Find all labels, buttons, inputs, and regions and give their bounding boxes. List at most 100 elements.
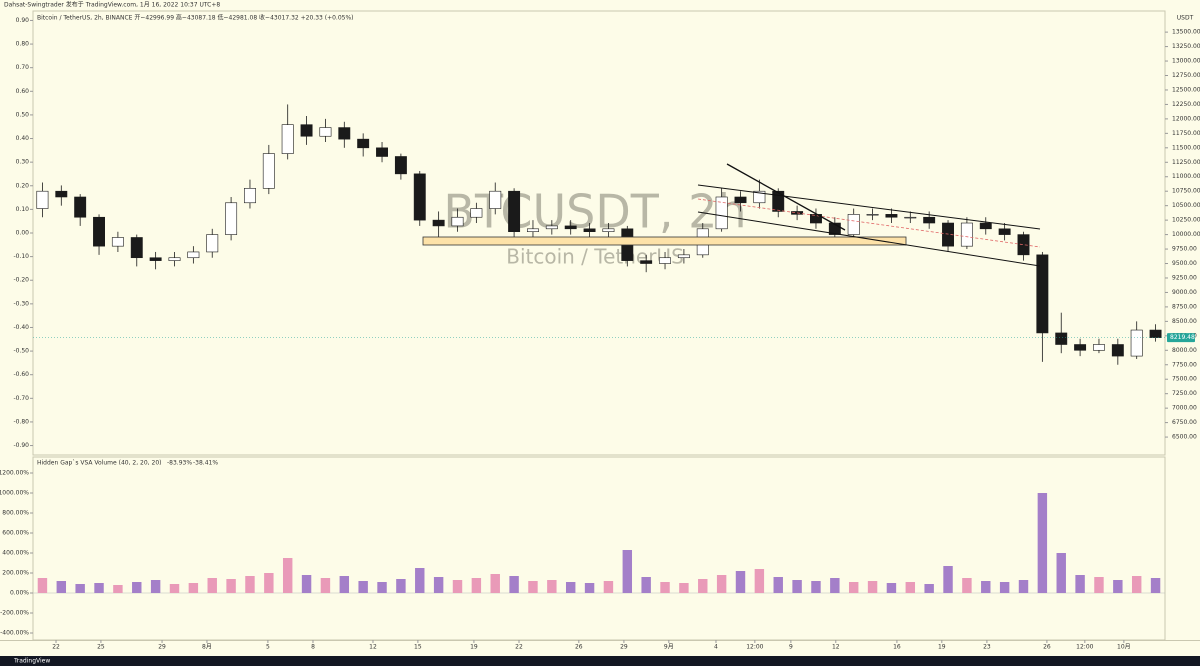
x-tick-label: 19: [470, 644, 478, 651]
y-tick-label: 12750.00: [1172, 72, 1200, 79]
y2-tick-label: 0.90: [16, 17, 30, 24]
y-tick-label: 9500.00: [1172, 260, 1197, 267]
candle-body: [489, 190, 502, 209]
volume-bar: [169, 584, 180, 593]
volume-bar: [603, 581, 614, 593]
candle-body: [828, 222, 841, 235]
candle-body: [111, 237, 124, 247]
indicator-tick-label: 0.00%: [10, 590, 29, 597]
volume-bar: [339, 576, 350, 593]
volume-bar: [1037, 493, 1048, 593]
candle-body: [225, 202, 238, 235]
volume-bar: [1131, 576, 1142, 593]
candle-body: [55, 190, 68, 198]
volume-bar: [773, 577, 783, 593]
x-tick-label: 23: [983, 644, 991, 651]
volume-bar: [811, 581, 821, 593]
volume-bar: [37, 578, 48, 593]
volume-bar: [528, 581, 538, 593]
x-tick-label: 10月: [1117, 644, 1131, 651]
y2-tick-label: -0.50: [13, 348, 29, 355]
volume-bar: [999, 582, 1010, 593]
y2-tick-label: 0.10: [16, 206, 30, 213]
y-tick-label: 8750.00: [1172, 303, 1197, 310]
last-price-label: 8219.48: [1170, 334, 1195, 341]
volume-bar: [396, 579, 406, 593]
indicator-tick-label: 200.00%: [2, 570, 29, 577]
volume-bar: [1056, 553, 1066, 593]
indicator-tick-label: 1200.00%: [0, 470, 29, 477]
candle-body: [715, 196, 728, 230]
candle-body: [942, 222, 954, 247]
volume-bar: [962, 578, 972, 593]
indicator-tick-label: 800.00%: [2, 510, 29, 517]
candle-body: [979, 222, 992, 230]
candle-body: [281, 124, 294, 154]
y2-tick-label: 0.40: [16, 135, 30, 142]
volume-bar: [509, 576, 519, 593]
candle-body: [1036, 254, 1049, 334]
y-tick-label: 12250.00: [1172, 101, 1200, 108]
candle-body: [470, 208, 483, 218]
channel-lower: [697, 211, 1041, 267]
volume-bar: [981, 581, 991, 593]
candle-body: [432, 219, 445, 227]
y-tick-label: 6500.00: [1172, 434, 1197, 441]
candle-body: [36, 190, 49, 209]
candle-body: [319, 127, 332, 137]
candle-body: [1130, 329, 1143, 357]
volume-bar: [792, 580, 802, 593]
y-tick-label: 11500.00: [1172, 144, 1200, 151]
y2-tick-label: -0.80: [13, 418, 29, 425]
volume-bar: [622, 550, 633, 593]
x-tick-label: 9月: [664, 644, 674, 651]
volume-bar: [377, 582, 387, 593]
y-tick-label: 10000.00: [1172, 231, 1200, 238]
x-tick-label: 12:00: [746, 644, 763, 651]
trend-line: [726, 163, 846, 231]
candle-body: [508, 190, 521, 232]
drawings: [422, 163, 1041, 267]
candle-body: [300, 124, 313, 137]
volume-bar: [1018, 580, 1029, 593]
y-tick-label: 7000.00: [1172, 405, 1197, 412]
x-tick-label: 8: [311, 644, 315, 651]
candle-body: [866, 214, 879, 216]
y-tick-label: 10500.00: [1172, 202, 1200, 209]
volume-bar: [679, 583, 689, 593]
volume-bar: [471, 578, 482, 593]
candle-body: [772, 190, 785, 212]
header: Dahsat-Swingtrader 发布于 TradingView.com, …: [4, 1, 220, 9]
y2-tick-label: -0.20: [13, 277, 29, 284]
x-tick-label: 12:00: [1076, 644, 1093, 651]
last-price-box: [1167, 333, 1195, 343]
volume-bar: [848, 582, 859, 593]
x-tick-label: 29: [620, 644, 628, 651]
footer: TradingView: [13, 658, 50, 665]
y2-tick-label: 0.20: [16, 182, 30, 189]
candle-body: [338, 127, 351, 140]
x-tick-label: 16: [893, 644, 901, 651]
y-tick-label: 12500.00: [1172, 86, 1200, 93]
channel-upper: [697, 184, 1041, 230]
candle-body: [376, 147, 388, 157]
candle-body: [1055, 332, 1068, 345]
indicator-tick-label: -200.00%: [0, 610, 29, 617]
candle-body: [74, 196, 87, 218]
y-tick-label: 8500.00: [1172, 318, 1197, 325]
volume-bar: [207, 578, 217, 593]
volume-bar: [301, 575, 312, 593]
volume-bar: [433, 577, 444, 593]
candle-body: [545, 225, 558, 230]
candle-body: [357, 138, 370, 149]
candle-body: [244, 188, 256, 204]
candle-body: [130, 237, 143, 259]
candle-body: [734, 196, 747, 204]
y-tick-label: 13500.00: [1172, 29, 1200, 36]
candle-body: [564, 225, 577, 230]
channel-mid: [697, 198, 1041, 248]
indicator-title: Hidden Gap`s VSA Volume (40, 2, 20, 20): [37, 460, 161, 467]
x-tick-label: 26: [1043, 644, 1051, 651]
volume-bar: [1150, 578, 1161, 593]
